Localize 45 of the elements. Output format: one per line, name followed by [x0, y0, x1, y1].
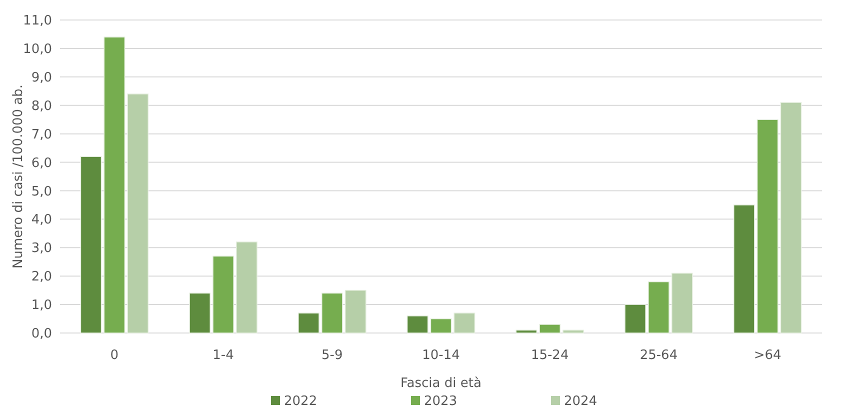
y-tick-label: 7,0	[31, 127, 52, 142]
y-tick-label: 11,0	[23, 14, 52, 29]
x-tick-label: 0	[110, 348, 119, 363]
bar	[624, 304, 646, 334]
y-tick-label: 10,0	[23, 42, 52, 58]
bar	[344, 290, 366, 334]
bar	[648, 281, 670, 334]
x-tick-label: >64	[754, 348, 782, 363]
bar	[406, 316, 428, 334]
bar	[733, 204, 755, 334]
y-axis-title: Numero di casi /100.000 ab.	[11, 84, 26, 269]
bar	[189, 292, 211, 334]
x-tick-label: 15-24	[530, 348, 569, 363]
y-tick-label: 6,0	[31, 156, 52, 171]
legend-label: 2024	[564, 394, 598, 409]
legend-label: 2022	[284, 394, 318, 409]
bar	[127, 94, 149, 334]
bar	[236, 242, 258, 334]
bar	[671, 272, 693, 334]
bar	[321, 292, 343, 334]
y-tick-label: 0,0	[31, 326, 52, 342]
legend-label: 2023	[424, 394, 458, 409]
x-tick-label: 25-64	[640, 348, 678, 363]
bar	[516, 330, 538, 334]
bar	[756, 119, 778, 334]
y-tick-label: 3,0	[31, 241, 52, 256]
y-tick-label: 2,0	[31, 270, 52, 285]
y-tick-label: 9,0	[31, 70, 52, 86]
y-tick-label: 1,0	[31, 298, 52, 314]
bar	[430, 318, 452, 334]
y-tick-label: 4,0	[31, 212, 52, 228]
y-tick-label: 8,0	[31, 98, 52, 114]
bar	[80, 156, 102, 334]
bar	[562, 330, 584, 334]
x-tick-label: 1-4	[212, 348, 234, 363]
bar	[539, 324, 561, 334]
bar	[780, 102, 802, 334]
x-axis-title: Fascia di età	[400, 376, 482, 391]
bar	[454, 312, 476, 334]
bar	[104, 36, 126, 334]
y-tick-label: 5,0	[31, 184, 52, 200]
x-tick-label: 10-14	[422, 348, 460, 363]
bar	[298, 312, 320, 334]
x-tick-label: 5-9	[322, 348, 343, 363]
bar	[212, 256, 234, 334]
